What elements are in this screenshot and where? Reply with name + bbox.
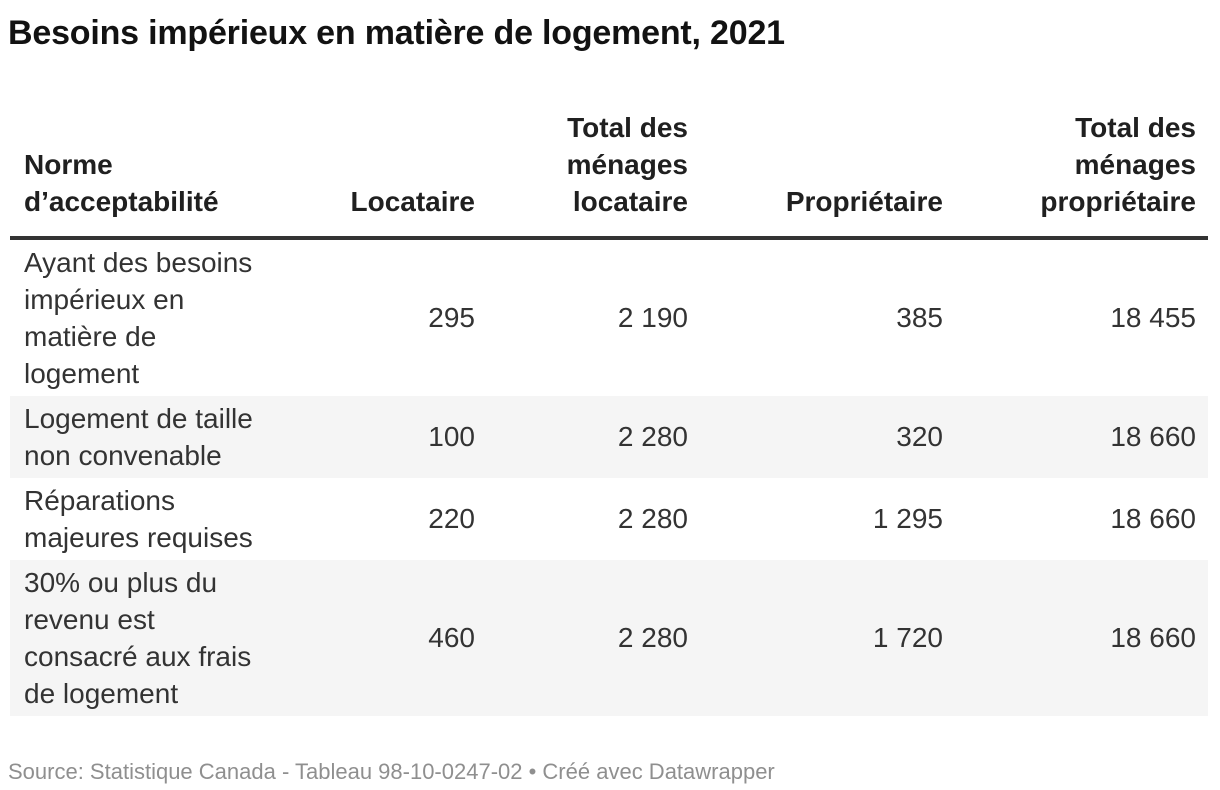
cell-value: 320 xyxy=(896,421,943,452)
row-label: Réparations majeures requises xyxy=(24,484,253,553)
table-row: 30% ou plus du revenu est consacré aux f… xyxy=(10,559,1208,716)
cell-value: 100 xyxy=(428,421,475,452)
table-header-row: Norme d’acceptabilité Locataire Total de… xyxy=(10,109,1208,238)
col-header-proprietaire: Propriétaire xyxy=(785,185,943,217)
source-caption: Source: Statistique Canada - Tableau 98-… xyxy=(8,758,775,784)
col-header-norme-acceptabilite: Norme d’acceptabilité xyxy=(24,148,219,217)
cell-value: 385 xyxy=(896,302,943,333)
table-row: Logement de taille non convenable 100 2 … xyxy=(10,395,1208,478)
cell-value: 2 280 xyxy=(617,503,688,534)
col-header-total-menages-proprietaire: Total des ménages propriétaire xyxy=(1040,111,1196,217)
cell-value: 1 295 xyxy=(872,503,943,534)
cell-value: 2 280 xyxy=(617,421,688,452)
cell-value: 18 660 xyxy=(1110,503,1196,534)
row-label: Ayant des besoins impérieux en matière d… xyxy=(24,246,253,389)
data-table: Norme d’acceptabilité Locataire Total de… xyxy=(10,109,1208,716)
cell-value: 2 190 xyxy=(617,302,688,333)
cell-value: 460 xyxy=(428,622,475,653)
cell-value: 1 720 xyxy=(872,622,943,653)
row-label: 30% ou plus du revenu est consacré aux f… xyxy=(24,566,252,709)
cell-value: 2 280 xyxy=(617,622,688,653)
table-row: Ayant des besoins impérieux en matière d… xyxy=(10,238,1208,396)
cell-value: 18 660 xyxy=(1110,622,1196,653)
col-header-locataire: Locataire xyxy=(350,185,476,217)
cell-value: 295 xyxy=(428,302,475,333)
table-header: Norme d’acceptabilité Locataire Total de… xyxy=(10,109,1208,238)
row-label: Logement de taille non convenable xyxy=(24,402,253,471)
cell-value: 18 455 xyxy=(1110,302,1196,333)
col-header-total-menages-locataire: Total des ménages locataire xyxy=(566,111,688,217)
page-title: Besoins impérieux en matière de logement… xyxy=(8,14,785,52)
table-body: Ayant des besoins impérieux en matière d… xyxy=(10,238,1208,716)
table-row: Réparations majeures requises 220 2 280 … xyxy=(10,478,1208,560)
cell-value: 18 660 xyxy=(1110,421,1196,452)
cell-value: 220 xyxy=(428,503,475,534)
